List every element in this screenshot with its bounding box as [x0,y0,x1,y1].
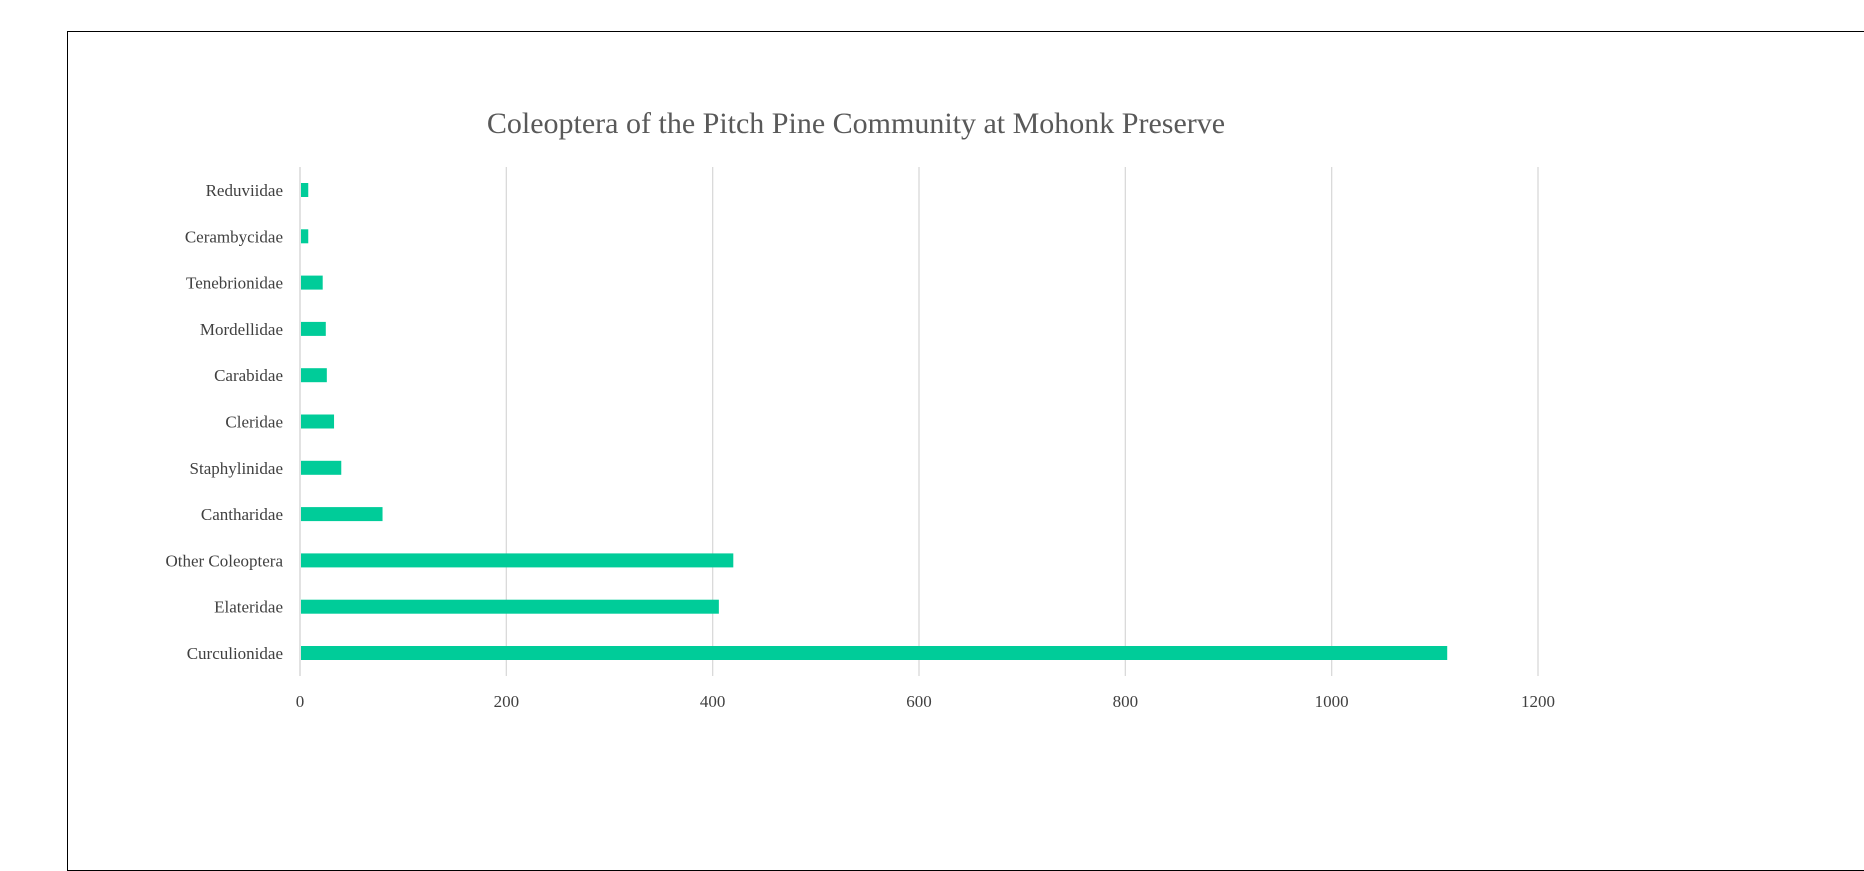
x-tick-label: 200 [494,692,520,711]
bar-cleridae [301,414,335,429]
x-tick-label: 0 [296,692,305,711]
chart-frame [67,31,1864,871]
bars [301,183,1448,660]
category-label: Carabidae [214,366,283,385]
x-tick-label: 800 [1113,692,1139,711]
x-axis-tick-labels: 0 200 400 600 800 1000 1200 [296,692,1555,711]
bar-cerambycidae [301,229,309,244]
chart-title: Coleoptera of the Pitch Pine Community a… [487,107,1225,140]
bar-cantharidae [301,507,383,522]
category-label: Reduviidae [206,181,283,200]
bar-staphylinidae [301,460,342,475]
category-label: Cerambycidae [185,227,283,246]
category-labels: Reduviidae Cerambycidae Tenebrionidae Morde… [165,181,283,663]
category-label: Mordellidae [200,320,283,339]
x-tick-label: 1000 [1315,692,1349,711]
x-tick-label: 400 [700,692,726,711]
x-tick-label: 1200 [1521,692,1555,711]
category-label: Other Coleoptera [165,551,283,570]
category-label: Cleridae [225,413,283,432]
bar-curculionidae [301,646,1448,660]
category-label: Cantharidae [201,505,283,524]
category-label: Tenebrionidae [186,274,283,293]
x-tick-label: 600 [906,692,932,711]
bar-tenebrionidae [301,275,323,290]
category-label: Staphylinidae [190,459,283,478]
bar-elateridae [301,599,719,614]
bar-mordellidae [301,321,326,336]
category-label: Elateridae [214,598,283,617]
gridlines [299,167,1539,676]
bar-reduviidae [301,183,309,197]
category-label: Curculionidae [187,644,283,663]
bar-chart: Coleoptera of the Pitch Pine Community a… [165,107,1555,711]
bar-other-coleoptera [301,553,734,568]
bar-carabidae [301,368,327,383]
